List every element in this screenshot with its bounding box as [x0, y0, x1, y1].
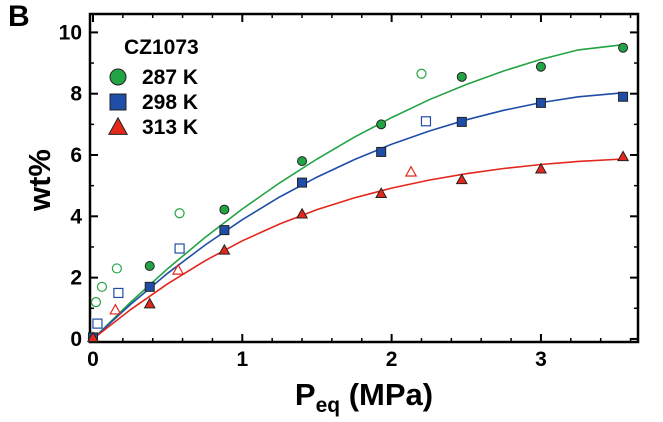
- adsorption-point: [144, 260, 155, 271]
- legend-marker: [107, 116, 129, 135]
- adsorption-point: [375, 187, 388, 198]
- sample-annotation: CZ1073: [124, 36, 199, 59]
- x-tick-label: 3: [535, 348, 547, 371]
- adsorption-point: [535, 61, 546, 72]
- adsorption-point: [617, 150, 630, 162]
- adsorption-point: [86, 331, 100, 343]
- desorption-point: [96, 281, 108, 292]
- adsorption-point: [297, 177, 308, 188]
- y-tick-label: 2: [70, 267, 82, 290]
- legend-label: 298 K: [142, 91, 198, 114]
- adsorption-point: [455, 173, 468, 185]
- adsorption-point: [297, 156, 308, 167]
- adsorption-point: [144, 281, 155, 292]
- adsorption-point: [456, 116, 467, 127]
- fit-curve: [92, 43, 624, 340]
- legend-marker: [109, 68, 127, 86]
- panel-label: B: [8, 0, 30, 33]
- adsorption-point: [376, 146, 387, 157]
- desorption-point: [404, 165, 418, 177]
- legend-label: 313 K: [142, 116, 198, 139]
- fit-curve: [92, 92, 624, 340]
- desorption-point: [111, 263, 122, 274]
- legend-marker: [109, 93, 127, 111]
- fit-curves: [92, 43, 624, 340]
- adsorption-point: [618, 91, 629, 102]
- x-tick-label: 2: [386, 348, 398, 371]
- desorption-point: [174, 208, 185, 219]
- desorption-point: [113, 287, 124, 299]
- adsorption-point: [535, 97, 546, 108]
- x-tick-label: 0: [87, 348, 99, 371]
- adsorption-point: [296, 207, 309, 219]
- desorption-point: [90, 297, 102, 308]
- desorption-point: [174, 243, 185, 254]
- desorption-point: [171, 263, 185, 275]
- adsorption-point: [143, 297, 156, 309]
- adsorption-point: [534, 162, 547, 174]
- adsorption-point: [218, 243, 231, 255]
- desorption-point: [420, 116, 432, 127]
- legend-label: 287 K: [142, 66, 198, 89]
- adsorption-point: [219, 225, 230, 236]
- axes: 0 1 2 3 0 2 4 6 8 10: [59, 12, 640, 371]
- data-points: [86, 42, 630, 343]
- y-tick-label: 6: [70, 144, 82, 167]
- desorption-point: [416, 68, 427, 79]
- fit-curve: [92, 158, 624, 340]
- x-axis-title: Peq (MPa): [295, 377, 433, 417]
- plot-frame: [88, 12, 640, 344]
- y-tick-label: 8: [70, 83, 82, 106]
- y-tick-label: 10: [59, 21, 82, 44]
- adsorption-point: [456, 71, 467, 82]
- adsorption-point: [376, 119, 387, 130]
- adsorption-point: [618, 42, 629, 53]
- y-axis-title: wt%: [22, 149, 57, 212]
- y-tick-label: 0: [70, 328, 82, 351]
- y-tick-label: 4: [70, 205, 82, 228]
- desorption-point: [92, 318, 103, 329]
- desorption-point: [109, 303, 122, 315]
- adsorption-point: [219, 204, 230, 215]
- x-tick-label: 1: [236, 348, 248, 371]
